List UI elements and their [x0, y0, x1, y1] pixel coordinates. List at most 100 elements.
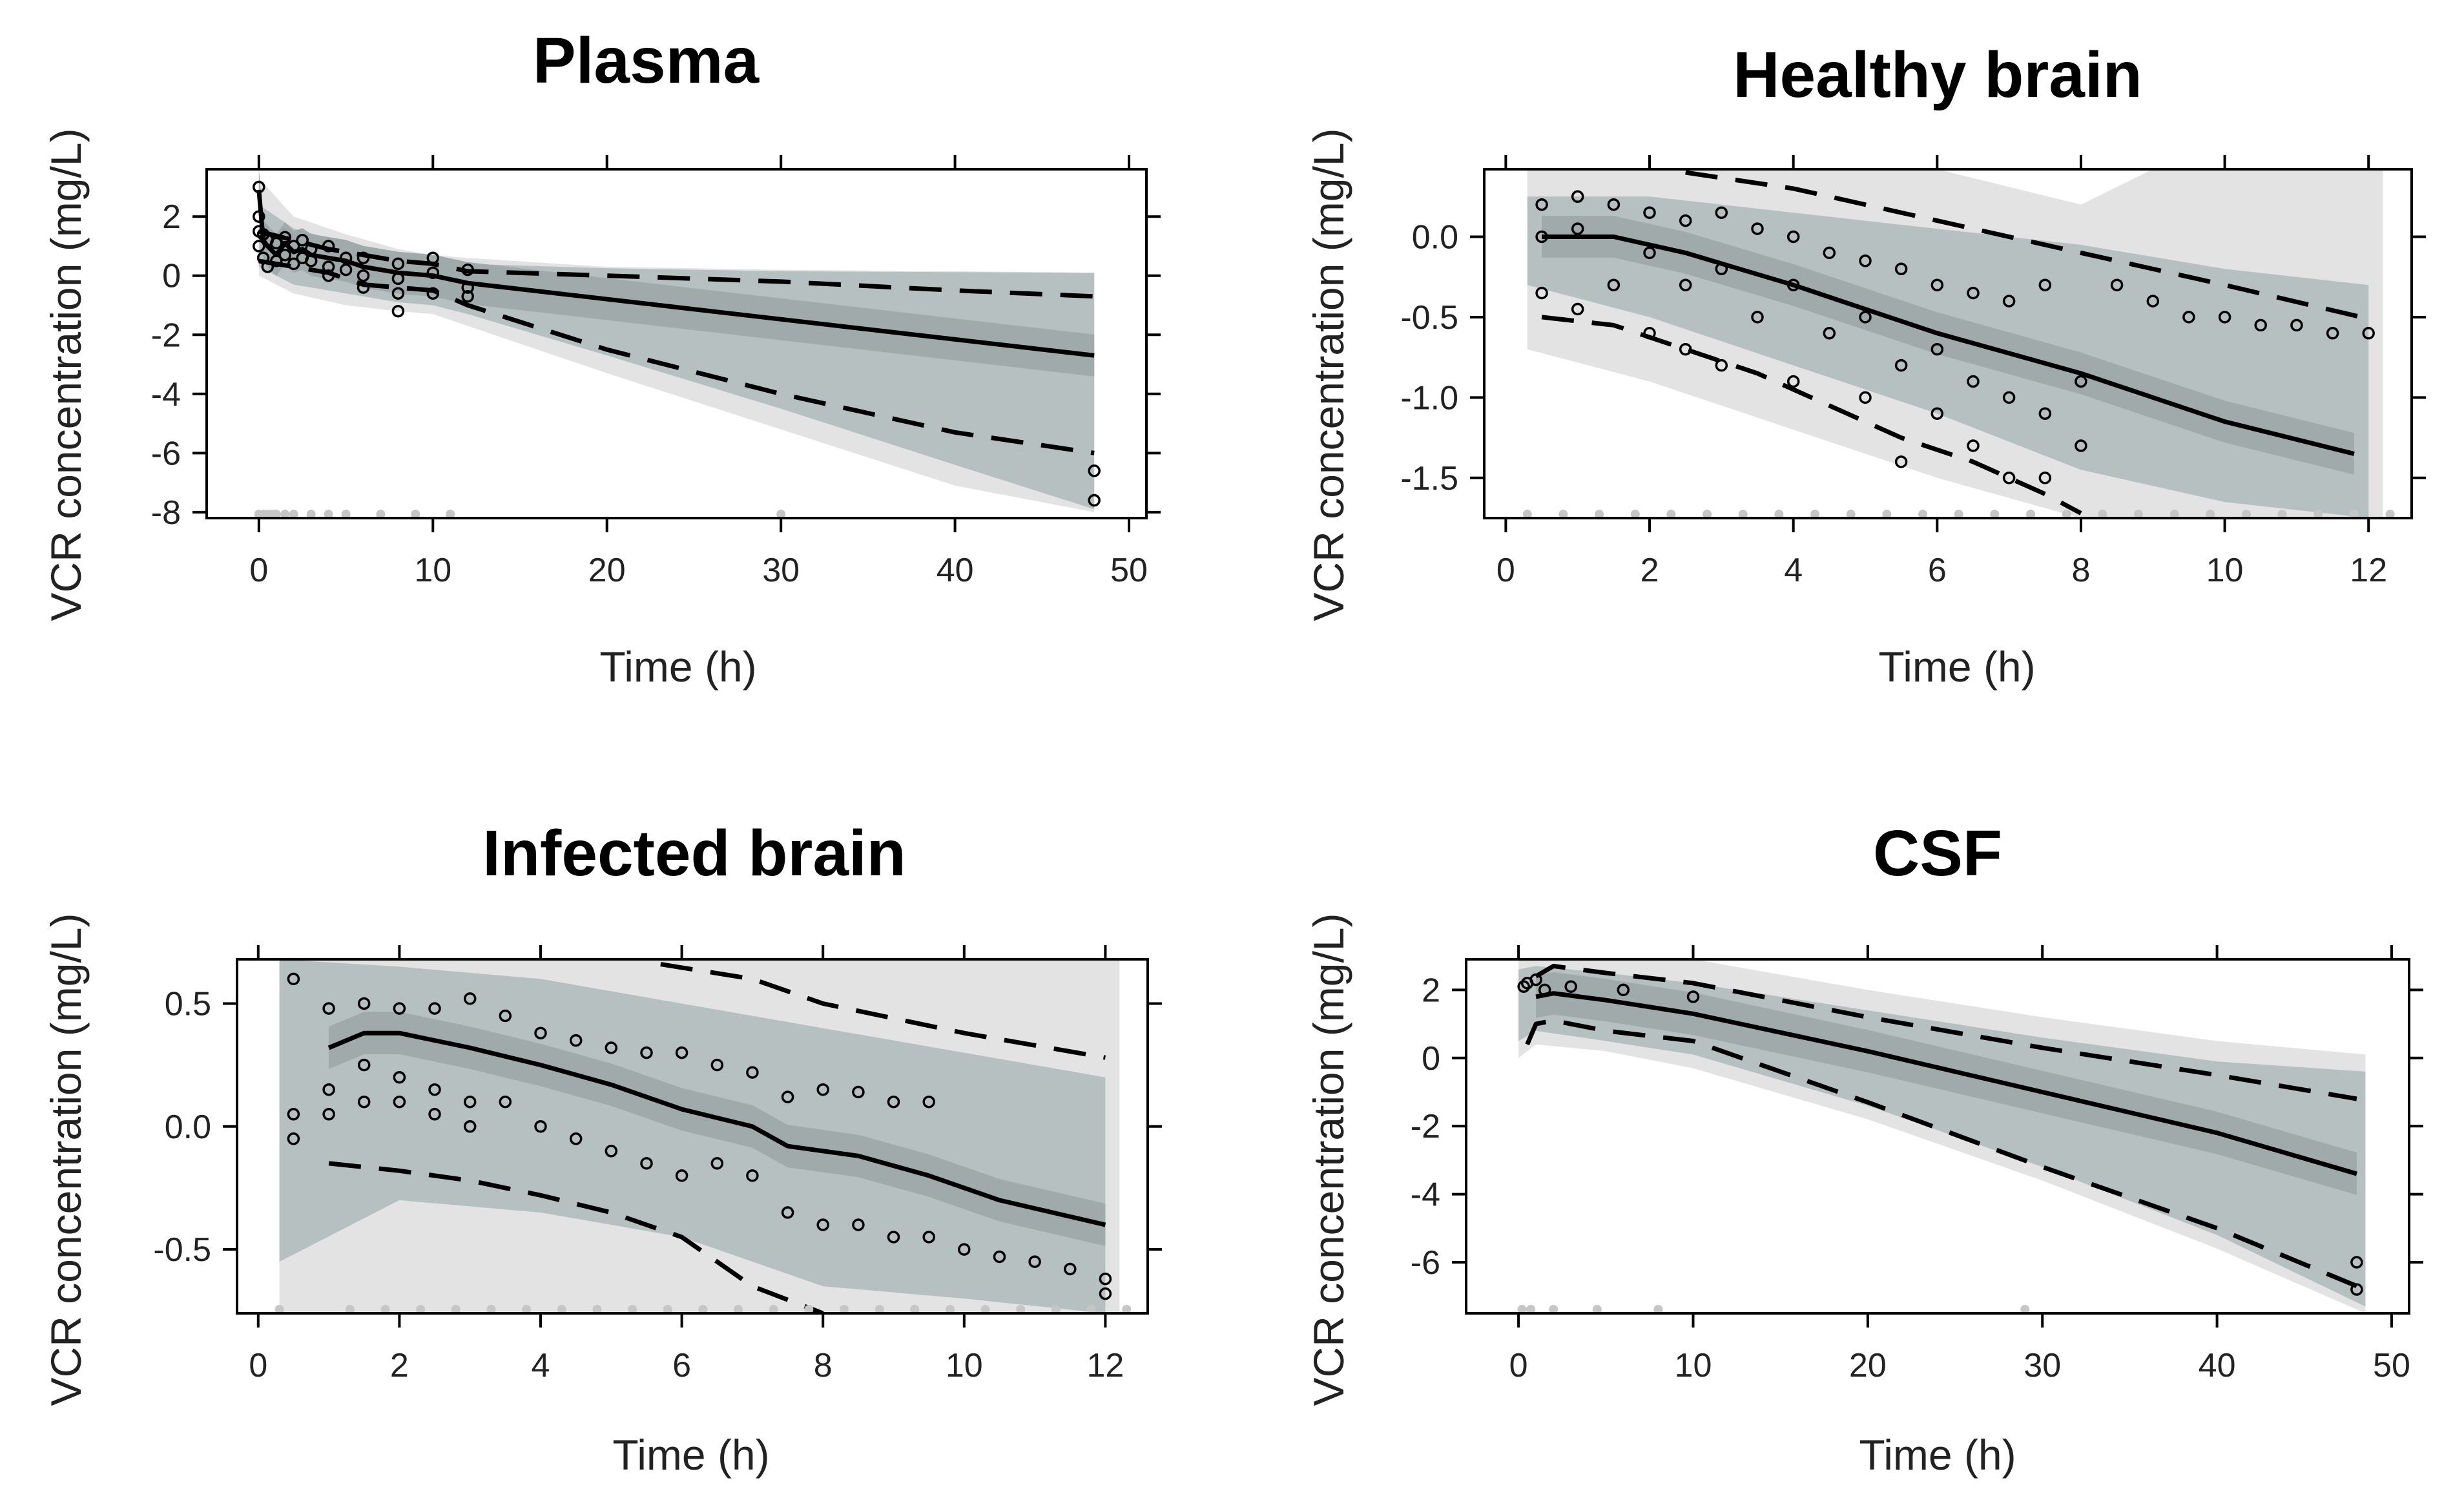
bin-marker	[910, 1305, 920, 1313]
observed-point	[1028, 1255, 1041, 1268]
bin-marker	[1526, 1305, 1535, 1313]
bin-marker	[2385, 510, 2395, 518]
observed-point	[463, 1095, 477, 1109]
bin-marker	[2349, 510, 2359, 518]
observed-point	[322, 1002, 335, 1015]
bin-marker	[1630, 510, 1640, 518]
x-tick-label: 0	[249, 552, 268, 589]
bin-marker	[280, 510, 290, 518]
observed-point	[461, 281, 474, 294]
y-tick-label: -4	[151, 376, 181, 413]
observed-point	[710, 1157, 724, 1170]
observed-point	[816, 1083, 829, 1096]
x-tick-label: 10	[2206, 552, 2244, 589]
x-tick-label: 4	[532, 1347, 550, 1384]
y-tick-label: -6	[1411, 1244, 1440, 1282]
panel-title: Plasma	[533, 25, 760, 97]
observed-point	[852, 1085, 865, 1099]
observed-point	[1859, 391, 1872, 404]
observed-point	[339, 263, 353, 276]
bin-marker	[1954, 510, 1963, 518]
observed-point	[1823, 246, 1836, 260]
y-tick-label: 0	[162, 258, 181, 295]
x-tick-label: 40	[937, 552, 974, 589]
x-axis-label: Time (h)	[1859, 1431, 2016, 1479]
percentile-line	[1541, 315, 2082, 516]
bin-marker	[875, 1305, 884, 1313]
bin-marker	[1846, 510, 1856, 518]
plot-area	[1522, 169, 2395, 518]
bin-marker	[776, 510, 786, 518]
bin-marker	[411, 510, 420, 518]
observed-point	[1517, 980, 1530, 993]
bin-marker	[1517, 1305, 1527, 1313]
bin-marker	[946, 1305, 955, 1313]
observed-point	[339, 251, 353, 265]
observed-point	[296, 234, 309, 247]
observed-point	[1571, 222, 1584, 235]
bin-marker	[769, 1305, 778, 1313]
observed-point	[322, 1108, 335, 1121]
bin-marker	[1882, 510, 1892, 518]
panel-infected-brain: Infected brain Time (h) VCR concentratio…	[42, 817, 1162, 1479]
bin-marker	[1738, 510, 1748, 518]
bin-marker	[2026, 510, 2035, 518]
observed-point	[1617, 983, 1630, 997]
observed-point	[1859, 255, 1872, 267]
observed-point	[1529, 973, 1542, 986]
observed-point	[461, 290, 474, 303]
bin-marker	[451, 1305, 461, 1313]
bin-marker	[1592, 1305, 1602, 1313]
observed-point	[2038, 278, 2052, 291]
observed-point	[1064, 1262, 1077, 1276]
bin-marker	[698, 1305, 708, 1313]
bin-marker	[980, 1305, 990, 1313]
bin-marker	[271, 510, 281, 518]
observed-point	[463, 992, 477, 1005]
observed-point	[428, 1108, 441, 1121]
observed-point	[887, 1095, 900, 1109]
observed-point	[1679, 342, 1692, 356]
y-tick-label: 2	[1422, 972, 1440, 1009]
prediction-band-median	[329, 1012, 1106, 1246]
bin-marker	[486, 1305, 496, 1313]
x-tick-label: 40	[2199, 1347, 2236, 1384]
observed-point	[1859, 311, 1872, 324]
observed-point	[270, 236, 283, 250]
observed-point	[2182, 311, 2195, 324]
observed-point	[287, 1108, 300, 1121]
observed-point	[270, 255, 283, 267]
y-axis-label: VCR concentration (mg/L)	[42, 129, 90, 621]
observed-point	[2350, 1256, 2363, 1269]
observed-point	[357, 1095, 371, 1109]
y-tick-label: -1.0	[1400, 379, 1458, 417]
observed-point	[287, 240, 300, 253]
percentile-line	[1525, 1018, 2358, 1289]
bin-marker	[416, 1305, 426, 1313]
observed-point	[1535, 198, 1548, 211]
y-tick-label: -2	[1411, 1108, 1440, 1145]
observed-point	[2146, 295, 2160, 307]
bin-marker	[1666, 510, 1676, 518]
observed-point	[278, 248, 292, 262]
prediction-band-median	[258, 169, 1095, 377]
plot-frame	[236, 958, 1149, 1315]
observed-point	[287, 972, 300, 986]
percentile-line	[1535, 964, 2357, 1101]
bin-marker	[557, 1305, 566, 1313]
bin-marker	[663, 1305, 672, 1313]
observed-point	[958, 1243, 971, 1256]
prediction-band-median	[1542, 216, 2354, 475]
bin-marker	[2098, 510, 2107, 518]
plot-area	[274, 959, 1132, 1313]
observed-point	[1931, 342, 1944, 356]
observed-point	[261, 260, 274, 273]
observed-point	[852, 1218, 865, 1231]
observed-point	[710, 1058, 724, 1072]
observed-point	[426, 266, 440, 279]
bin-marker	[2134, 510, 2143, 518]
y-tick-label: 0.5	[165, 986, 211, 1023]
x-tick-label: 0	[1496, 552, 1515, 589]
observed-point	[393, 1070, 406, 1084]
observed-point	[993, 1250, 1006, 1264]
